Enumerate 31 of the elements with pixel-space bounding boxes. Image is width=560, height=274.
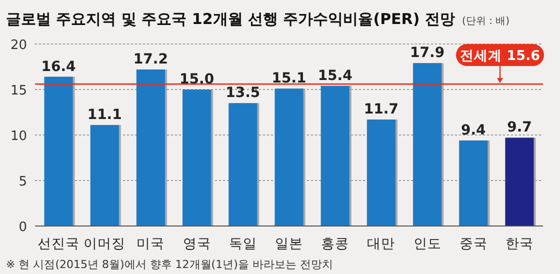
ref-line-label: 전세계 15.6 — [460, 48, 540, 64]
x-tick-label: 미국 — [136, 236, 165, 252]
data-label: 16.4 — [41, 58, 76, 75]
y-tick-label: 0 — [18, 220, 27, 235]
text: ※ 현 시점(2015년 8월)에서 향후 12개월(1년)을 바라보는 전망치 — [6, 258, 333, 271]
x-tick-label: 인도 — [413, 236, 442, 252]
data-label: 15.4 — [318, 68, 353, 84]
x-tick-label: 대만 — [367, 236, 396, 252]
x-tick-label: 한국 — [505, 236, 534, 252]
x-tick-label: 영국 — [182, 236, 211, 252]
x-tick-label: 홍콩 — [321, 236, 350, 252]
x-tick-label: 이머징 — [84, 236, 126, 252]
y-tick-label: 5 — [18, 174, 27, 190]
x-tick-label: 선진국 — [38, 236, 80, 252]
data-label: 9.4 — [460, 122, 486, 138]
x-tick-label: 일본 — [275, 236, 303, 252]
chart-title: 글로벌 주요지역 및 주요국 12개월 선행 주가수익비율(PER) 전망 — [6, 10, 455, 28]
y-tick-label: 20 — [10, 38, 27, 53]
data-label: 17.9 — [410, 45, 445, 62]
data-label: 9.7 — [507, 120, 532, 136]
data-label: 17.2 — [133, 51, 168, 68]
data-label: 15.1 — [272, 70, 306, 87]
y-tick-label: 10 — [10, 129, 27, 144]
x-tick-label: 독일 — [228, 236, 257, 252]
x-tick-label: 중국 — [459, 236, 488, 252]
y-tick-label: 15 — [10, 84, 27, 98]
data-label: 15.0 — [180, 72, 214, 88]
data-label: 13.5 — [226, 85, 260, 102]
data-label: 11.7 — [364, 102, 398, 118]
data-label: 11.1 — [87, 106, 122, 123]
chart-subtitle: (단위 : 배) — [462, 16, 510, 27]
